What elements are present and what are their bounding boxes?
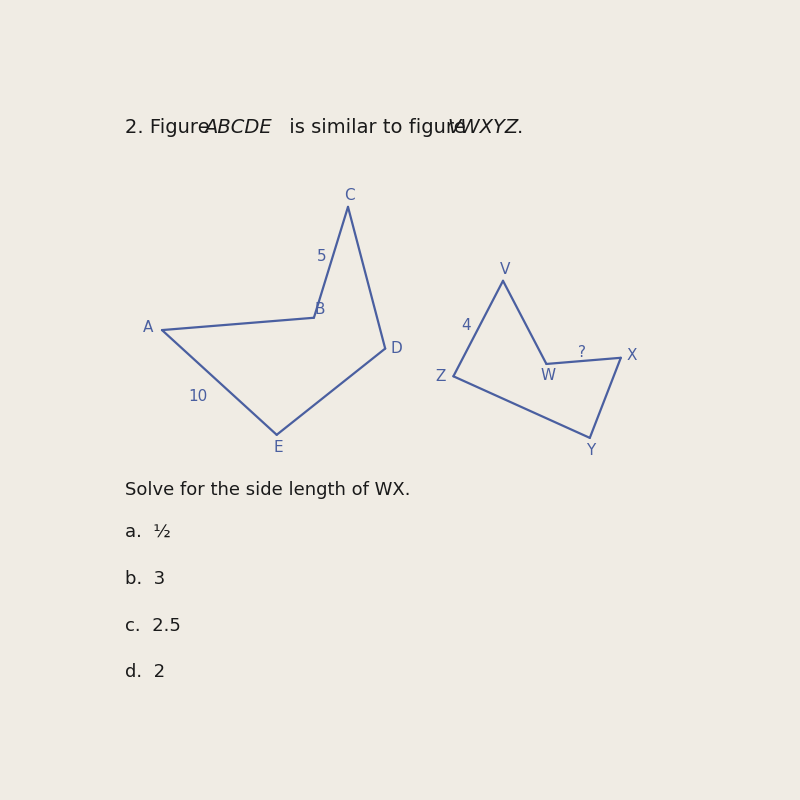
Text: D: D: [390, 341, 402, 356]
Text: 5: 5: [317, 249, 326, 264]
Text: C: C: [345, 188, 355, 203]
Text: B: B: [315, 302, 326, 317]
Text: .: .: [517, 118, 523, 137]
Text: Z: Z: [436, 369, 446, 384]
Text: 10: 10: [188, 389, 207, 404]
Text: X: X: [626, 349, 638, 363]
Text: a.  ½: a. ½: [125, 524, 170, 542]
Text: c.  2.5: c. 2.5: [125, 617, 181, 634]
Text: 4: 4: [461, 318, 470, 333]
Text: Y: Y: [586, 442, 596, 458]
Text: V: V: [500, 262, 510, 278]
Text: ABCDE: ABCDE: [204, 118, 272, 137]
Text: ?: ?: [578, 346, 586, 360]
Text: VWXYZ: VWXYZ: [447, 118, 518, 137]
Text: 2. Figure: 2. Figure: [125, 118, 216, 137]
Text: E: E: [273, 440, 282, 454]
Text: b.  3: b. 3: [125, 570, 165, 588]
Text: is similar to figure: is similar to figure: [283, 118, 472, 137]
Text: d.  2: d. 2: [125, 662, 165, 681]
Text: Solve for the side length of WX.: Solve for the side length of WX.: [125, 481, 410, 499]
Text: W: W: [541, 367, 556, 382]
Text: A: A: [143, 319, 154, 334]
